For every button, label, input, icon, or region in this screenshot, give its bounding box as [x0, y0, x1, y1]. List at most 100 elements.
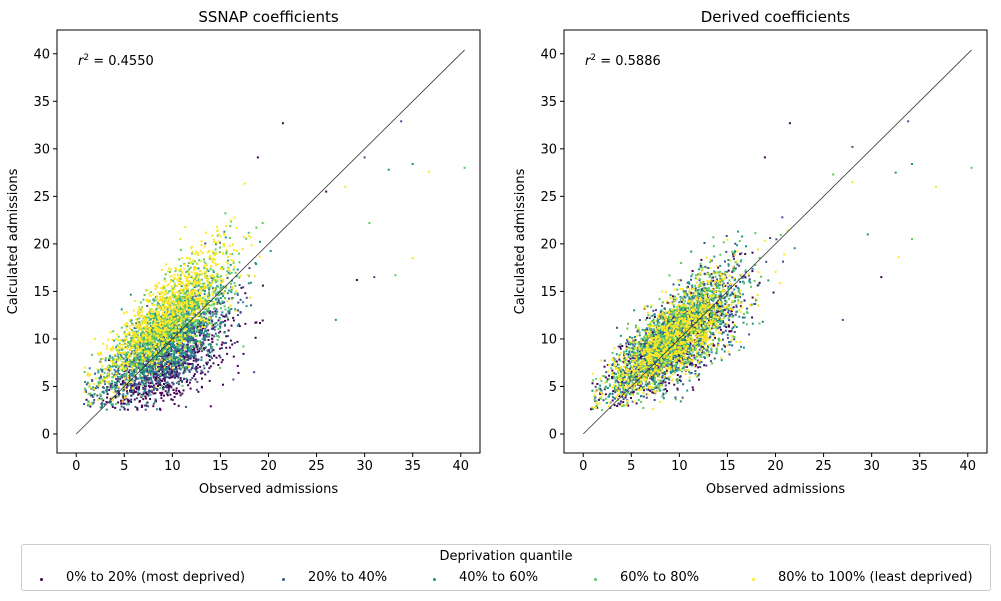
scatter-point [227, 306, 230, 309]
scatter-point [151, 325, 154, 328]
scatter-point [107, 368, 110, 371]
scatter-point [179, 377, 182, 380]
scatter-point [114, 375, 117, 378]
scatter-point [124, 323, 127, 326]
scatter-point [193, 348, 196, 351]
scatter-point [141, 339, 144, 342]
scatter-point [772, 291, 775, 294]
scatter-point [191, 291, 194, 294]
scatter-point [207, 282, 210, 285]
scatter-point [102, 342, 105, 345]
scatter-point [197, 340, 200, 343]
scatter-point [127, 377, 129, 380]
scatter-point [115, 358, 118, 361]
scatter-point [184, 359, 187, 362]
scatter-point [124, 381, 126, 384]
scatter-point [136, 330, 139, 333]
scatter-point [157, 326, 160, 329]
scatter-point [168, 372, 171, 375]
scatter-point [195, 275, 198, 278]
scatter-point [144, 335, 147, 337]
scatter-point [245, 237, 248, 240]
scatter-point [139, 352, 142, 355]
scatter-point [118, 342, 121, 345]
scatter-point [149, 355, 152, 358]
scatter-point [154, 334, 157, 337]
scatter-point [194, 378, 197, 381]
scatter-point [129, 389, 131, 392]
scatter-point [184, 355, 186, 358]
scatter-point [250, 244, 253, 247]
scatter-point [172, 342, 175, 345]
scatter-point [195, 343, 198, 346]
scatter-point [242, 345, 245, 348]
scatter-point [154, 325, 157, 328]
scatter-point [139, 308, 142, 311]
scatter-point [212, 303, 215, 306]
scatter-point [145, 397, 147, 400]
scatter-point [186, 318, 189, 321]
scatter-point [204, 339, 207, 341]
scatter-point [223, 244, 226, 247]
scatter-point [187, 264, 189, 267]
scatter-point [152, 402, 155, 405]
scatter-point [154, 316, 156, 319]
scatter-point [171, 398, 174, 401]
scatter-point [92, 382, 95, 385]
scatter-point [160, 325, 162, 328]
scatter-point [125, 333, 128, 336]
scatter-point [117, 357, 120, 359]
scatter-point [229, 219, 232, 222]
scatter-point [176, 381, 179, 384]
scatter-point [184, 320, 187, 323]
scatter-point [194, 351, 197, 354]
scatter-point [205, 354, 208, 357]
scatter-point [164, 390, 167, 393]
scatter-point [166, 383, 169, 386]
scatter-point [177, 303, 180, 306]
scatter-point [179, 331, 182, 334]
scatter-point [139, 346, 141, 349]
scatter-point [165, 319, 168, 322]
outlier-point [253, 371, 256, 374]
scatter-point [160, 358, 163, 361]
scatter-point [200, 356, 203, 359]
scatter-point [175, 330, 178, 333]
scatter-point [136, 351, 139, 354]
scatter-point [166, 333, 169, 336]
scatter-point [190, 322, 192, 325]
scatter-point [162, 359, 165, 362]
scatter-point [89, 394, 92, 397]
scatter-point [231, 279, 233, 282]
scatter-point [116, 384, 118, 387]
scatter-point [180, 270, 183, 273]
scatter-point [144, 350, 146, 353]
scatter-point [228, 346, 231, 349]
scatter-point [150, 333, 153, 336]
scatter-point [247, 231, 250, 234]
scatter-point [166, 394, 169, 397]
scatter-point [235, 290, 237, 293]
scatter-point [222, 252, 225, 255]
scatter-point [169, 345, 172, 348]
scatter-point [87, 392, 90, 395]
scatter-point [159, 351, 162, 354]
scatter-point [204, 373, 207, 376]
scatter-point [190, 294, 193, 297]
scatter-point [169, 275, 172, 278]
scatter-point [117, 401, 120, 404]
scatter-point [191, 351, 194, 354]
scatter-point [162, 317, 165, 320]
scatter-point [187, 311, 190, 314]
scatter-point [127, 332, 130, 335]
scatter-point [223, 315, 226, 318]
scatter-point [143, 345, 146, 347]
scatter-point [161, 368, 164, 371]
scatter-point [244, 322, 247, 325]
scatter-point [184, 308, 186, 311]
scatter-point [131, 337, 134, 340]
scatter-point [118, 349, 121, 352]
scatter-point [188, 280, 191, 283]
scatter-point [131, 360, 134, 363]
scatter-point [135, 363, 138, 366]
